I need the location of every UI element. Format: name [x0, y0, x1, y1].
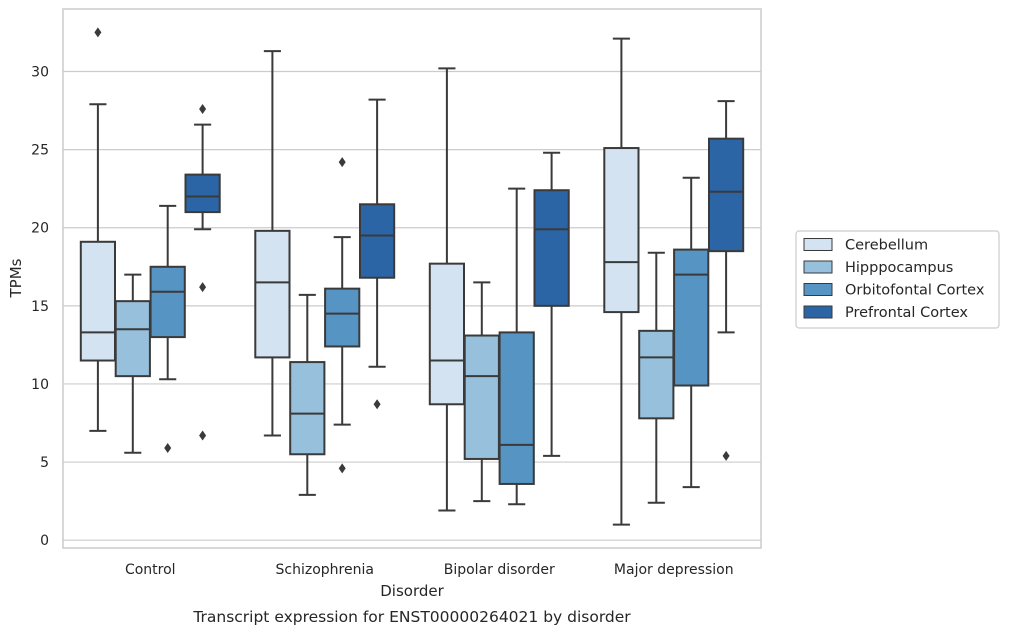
box-group: [324, 157, 361, 474]
outlier-point: [338, 157, 346, 168]
outlier-point: [722, 450, 730, 461]
box-group: [254, 50, 291, 437]
y-tick-label: 25: [31, 143, 49, 159]
y-tick-label: 5: [40, 455, 49, 471]
box-iqr: [289, 361, 326, 456]
box-group: [533, 151, 570, 457]
box-iqr: [603, 147, 640, 314]
box-iqr: [358, 203, 396, 279]
y-tick-labels: 0 5 10 15 20 25 30: [31, 64, 49, 549]
box-group: [638, 251, 675, 504]
box-iqr: [673, 248, 710, 387]
outlier-point: [94, 27, 102, 38]
legend-box: [795, 230, 1000, 329]
box-group: [428, 67, 466, 512]
box-group: [603, 37, 640, 526]
legend-item: Prefrontal Cortex: [803, 305, 968, 321]
legend-swatch: [803, 260, 833, 274]
x-tick-label: Schizophrenia: [276, 562, 374, 578]
y-tick-label: 30: [31, 64, 49, 80]
outlier-point: [199, 103, 207, 114]
plot-frame: [62, 8, 762, 549]
legend-label: Hipppocampus: [845, 260, 953, 276]
legend-label: Orbitofontal Cortex: [845, 283, 985, 299]
legend: Cerebellum Hipppocampus Orbitofontal Corte…: [795, 230, 1000, 329]
box-iqr: [149, 265, 186, 339]
legend-item: Hipppocampus: [803, 260, 953, 276]
outlier-point: [199, 282, 207, 293]
box-iqr: [638, 329, 675, 420]
chart-caption: Transcript expression for ENST0000026402…: [192, 608, 631, 626]
x-tick-label: Control: [125, 562, 176, 578]
outlier-point: [164, 443, 172, 454]
box-group: [463, 281, 500, 503]
box-iqr: [707, 137, 745, 253]
legend-label: Prefrontal Cortex: [845, 305, 968, 321]
legend-swatch: [803, 238, 833, 251]
outlier-point: [373, 399, 381, 410]
y-tick-label: 10: [31, 377, 49, 393]
box-iqr: [79, 240, 117, 362]
plot-border: [62, 8, 762, 549]
box-group: [149, 204, 186, 454]
y-tick-label: 0: [40, 533, 49, 549]
y-tick-label: 20: [31, 221, 49, 237]
box-group: [184, 103, 221, 441]
x-tick-label: Major depression: [614, 562, 734, 578]
legend-swatch: [803, 283, 833, 296]
outlier-point: [199, 430, 207, 441]
box-group: [114, 273, 151, 454]
y-tick-label: 15: [31, 299, 49, 315]
box-group: [498, 187, 535, 506]
box-iqr: [254, 229, 291, 359]
box-group: [289, 293, 326, 496]
legend-item: Cerebellum: [803, 238, 928, 254]
box-group: [707, 100, 745, 461]
box-iqr: [114, 300, 151, 378]
y-axis-label: TPMs: [7, 258, 25, 298]
box-group: [673, 176, 710, 489]
box-iqr: [184, 173, 221, 214]
legend-label: Cerebellum: [845, 238, 928, 254]
box-iqr: [533, 189, 570, 307]
legend-item: Orbitofontal Cortex: [803, 283, 985, 299]
box-group: [358, 98, 396, 410]
x-tick-labels: Control Schizophrenia Bipolar disorder Majo…: [125, 562, 734, 578]
x-axis-label: Disorder: [380, 582, 444, 600]
x-tick-label: Bipolar disorder: [444, 562, 555, 578]
box-series: [79, 27, 745, 526]
box-iqr: [463, 334, 500, 460]
legend-swatch: [803, 305, 833, 319]
box-group: [79, 27, 117, 432]
box-iqr: [324, 287, 361, 348]
box-iqr: [428, 262, 466, 406]
outlier-point: [338, 463, 346, 474]
box-iqr: [498, 331, 535, 485]
